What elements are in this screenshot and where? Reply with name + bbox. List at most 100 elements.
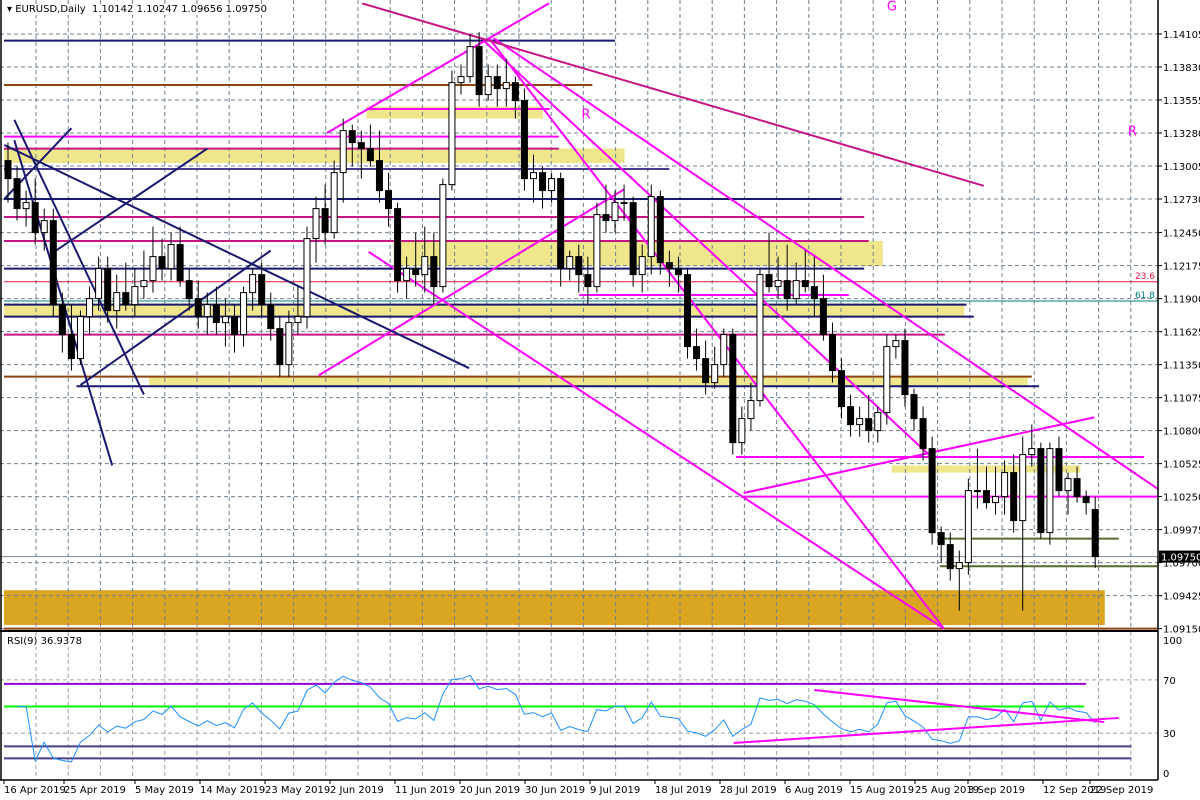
candle <box>756 268 764 407</box>
bull-candle-body <box>992 496 1000 504</box>
date-label: 16 Apr 2019 <box>4 785 66 796</box>
candle <box>928 436 936 545</box>
bull-candle-body <box>1046 448 1054 534</box>
candle <box>484 64 492 101</box>
price-tick-label: 1.09700 <box>1163 559 1200 570</box>
price-tick-label: 1.10250 <box>1163 493 1200 504</box>
price-tick-label: 1.13555 <box>1163 96 1200 107</box>
bear-candle-body <box>511 82 519 102</box>
date-label: 12 Sep 2019 <box>1043 785 1106 796</box>
candle <box>439 178 447 293</box>
candle <box>357 130 365 179</box>
candle <box>1055 436 1063 497</box>
bear-candle-body <box>828 334 836 372</box>
candle <box>40 208 48 251</box>
bear-candle-body <box>1082 496 1090 504</box>
low-value: 1.09656 <box>181 4 223 15</box>
date-label: 6 Aug 2019 <box>785 785 843 796</box>
bull-candle-body <box>720 334 728 366</box>
date-label: 30 Jun 2019 <box>525 785 585 796</box>
candle <box>1028 424 1036 467</box>
candle <box>738 406 746 455</box>
bear-candle-body <box>176 244 184 282</box>
candle <box>1001 460 1009 515</box>
rsi-line <box>17 674 1096 763</box>
candle <box>720 328 728 377</box>
bull-candle-body <box>203 304 211 318</box>
bear-candle-body <box>602 214 610 222</box>
bear-candle-body <box>357 142 365 150</box>
bull-candle-body <box>131 286 139 306</box>
rsi-axis-label: 30 <box>1163 729 1176 740</box>
date-label: 25 Apr 2019 <box>64 785 126 796</box>
bull-candle-body <box>892 340 900 348</box>
bull-candle-body <box>502 82 510 90</box>
bear-candle-body <box>276 328 284 366</box>
candle <box>104 256 112 323</box>
candle <box>502 58 510 107</box>
bull-candle-body <box>149 256 157 282</box>
date-label: 15 Aug 2019 <box>850 785 914 796</box>
price-tick-label: 1.09975 <box>1163 526 1200 537</box>
bear-candle-body <box>1073 478 1081 498</box>
bear-candle-body <box>584 274 592 288</box>
bear-candle-body <box>928 448 936 534</box>
bull-candle-body <box>973 490 981 493</box>
candle <box>874 406 882 443</box>
price-tick-label: 1.12450 <box>1163 229 1200 240</box>
candle <box>520 88 528 191</box>
bear-candle-body <box>1037 448 1045 534</box>
bull-candle-body <box>747 400 755 420</box>
bull-candle-body <box>738 418 746 444</box>
candle <box>321 184 329 245</box>
candle <box>548 172 556 203</box>
bull-candle-body <box>457 76 465 84</box>
bull-candle-body <box>1001 472 1009 498</box>
bull-candle-body <box>312 208 320 240</box>
bear-candle-body <box>520 100 528 180</box>
bull-candle-body <box>95 268 103 300</box>
bear-candle-body <box>1091 509 1099 558</box>
trendline <box>743 416 1095 494</box>
rsi-panel: 100 70 30 0 <box>0 630 1182 780</box>
candle <box>412 232 420 287</box>
bear-candle-body <box>982 490 990 504</box>
bull-candle-body <box>421 256 429 276</box>
bull-candle-body <box>439 184 447 288</box>
dropdown-triangle-icon[interactable]: ▾ <box>7 4 13 15</box>
bear-candle-body <box>801 280 809 288</box>
candle <box>122 262 130 311</box>
date-label: 3 Sep 2019 <box>968 785 1025 796</box>
bear-candle-body <box>656 196 664 264</box>
date-label: 18 Jul 2019 <box>655 785 712 796</box>
candle <box>267 292 275 341</box>
bear-candle-body <box>819 298 827 336</box>
chart-text-label: R <box>581 108 590 123</box>
bull-candle-body <box>76 316 84 360</box>
candle <box>67 304 75 371</box>
bear-candle-body <box>49 220 57 306</box>
candle <box>819 274 827 341</box>
candle <box>221 298 229 347</box>
candle <box>1082 490 1090 515</box>
candle <box>919 406 927 461</box>
candle <box>647 184 655 275</box>
candle <box>973 448 981 509</box>
bear-candle-body <box>212 304 220 324</box>
rsi-axis-label: 100 <box>1163 636 1182 647</box>
bull-candle-body <box>294 316 302 324</box>
candle <box>285 310 293 377</box>
date-label: 22 Sep 2019 <box>1090 785 1153 796</box>
candle <box>49 208 57 317</box>
bull-candle-body <box>140 280 148 288</box>
candle <box>747 382 755 431</box>
main-panel: 1.14105 1.13830 1.13555 1.13280 1.13005 1.127… <box>0 0 1200 780</box>
fib-level-label: 61.8 <box>1135 291 1155 301</box>
date-label: 25 Aug 2019 <box>915 785 979 796</box>
bull-candle-body <box>566 256 574 270</box>
bull-candle-body <box>330 172 338 234</box>
bear-candle-body <box>394 208 402 282</box>
candle <box>774 256 782 299</box>
bull-candle-body <box>548 178 556 192</box>
